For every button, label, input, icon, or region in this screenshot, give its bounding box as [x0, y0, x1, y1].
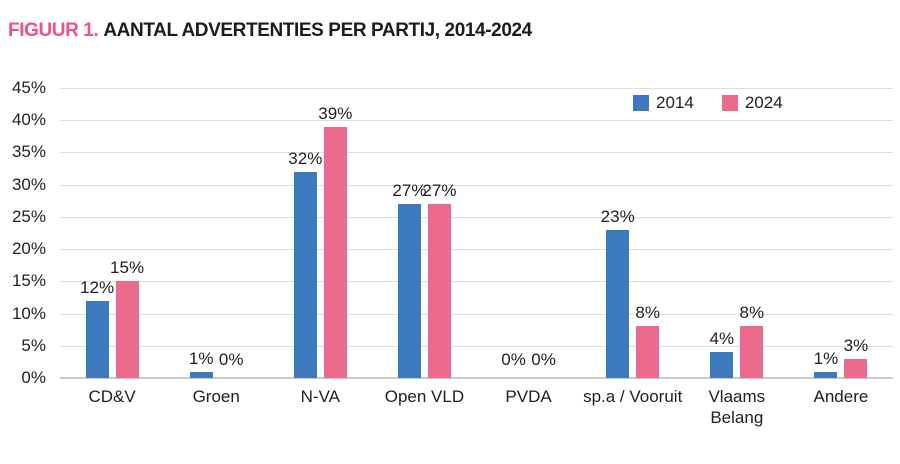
bar-2014: 27% [392, 181, 426, 378]
legend-label-2024: 2024 [744, 93, 783, 112]
legend: 2014 2024 [633, 93, 783, 113]
legend-item-2024: 2024 [721, 93, 783, 113]
y-axis: 45% 40% 35% 30% 25% 20% 15% 10% 5% 0% [0, 78, 46, 387]
bar-2014: 4% [710, 329, 734, 378]
gridline [60, 249, 893, 250]
bar-group: 12% 15% [60, 88, 164, 378]
bar-group: 32% 39% [268, 88, 372, 378]
y-tick-label: 30% [11, 174, 46, 194]
gridline [60, 185, 893, 186]
category-label: Vlaams Belang [708, 387, 766, 427]
gridline [60, 217, 893, 218]
bar-2024: 3% [844, 336, 868, 378]
bar-group: 23% 8% [581, 88, 685, 378]
bar-2014: 1% [189, 349, 213, 378]
y-tick-label: 10% [11, 303, 46, 323]
bar-2014: 23% [601, 207, 635, 378]
bar-2024: 8% [740, 303, 764, 378]
y-tick-label: 0% [21, 368, 46, 387]
x-axis-labels: CD&V Groen N-VA Open VLD PVDA sp.a / Vooruit V… [60, 386, 893, 428]
bar-value-label: 4% [709, 329, 735, 349]
bar-2024: 15% [110, 258, 144, 378]
y-tick-label: 40% [11, 110, 46, 130]
y-tick-label: 45% [11, 78, 46, 97]
legend-item-2014: 2014 [633, 93, 694, 113]
bar-2024: 27% [422, 181, 456, 378]
bar-2014: 1% [814, 349, 838, 378]
category-label: sp.a / Vooruit [583, 387, 683, 406]
bar-group: 0% 0% [477, 88, 581, 378]
category-label: PVDA [505, 387, 552, 406]
category-label: N-VA [300, 387, 340, 406]
bar-group: 27% 27% [372, 88, 476, 378]
y-tick-label: 5% [21, 335, 46, 355]
bar-value-label: 0% [531, 350, 556, 369]
category-label: Groen [192, 387, 240, 406]
bar-value-label: 8% [635, 303, 660, 323]
bar-group: 1% 0% [164, 88, 268, 378]
figure-title: FIGUUR 1. AANTAL ADVERTENTIES PER PARTIJ,… [8, 20, 532, 42]
gridline [60, 152, 893, 153]
bar-value-label: 0% [501, 350, 526, 369]
y-tick-label: 20% [11, 239, 46, 259]
category-label: Andere [813, 387, 869, 406]
bar-value-label: 1% [813, 348, 839, 368]
figure-title-text: AANTAL ADVERTENTIES PER PARTIJ, 2014-202… [103, 20, 532, 41]
gridline [60, 120, 893, 121]
bar-value-label: 39% [318, 103, 353, 123]
legend-label-2014: 2014 [656, 93, 694, 112]
y-tick-label: 35% [11, 142, 46, 162]
category-label: Open VLD [384, 387, 465, 406]
bar-value-label: 32% [288, 148, 323, 168]
figure-number: FIGUUR 1. [8, 20, 99, 41]
bar-value-label: 3% [843, 335, 869, 355]
legend-swatch-2024 [721, 95, 738, 111]
bar-value-label: 23% [600, 206, 635, 226]
bar-value-label: 27% [422, 181, 457, 200]
legend-swatch-2014 [633, 95, 649, 111]
gridline [60, 281, 893, 282]
bar-value-label: 27% [392, 181, 427, 200]
x-axis-line [60, 377, 893, 379]
bar-2014: 32% [288, 149, 322, 378]
bar-2024: 39% [318, 104, 352, 378]
gridline [60, 88, 893, 89]
bar-value-label: 8% [739, 303, 765, 323]
category-label: CD&V [88, 387, 136, 406]
gridline [60, 314, 893, 315]
y-tick-label: 15% [11, 271, 46, 291]
bar-group: 4% 8% [685, 88, 789, 378]
bar-value-label: 0% [218, 350, 244, 369]
gridline [60, 346, 893, 347]
bar-2014: 12% [80, 278, 114, 378]
bar-value-label: 1% [188, 348, 214, 368]
bar-group: 1% 3% [789, 88, 893, 378]
y-tick-label: 25% [11, 206, 46, 226]
bar-groups: 12% 15% 1% 0% 32% 39% 27% 27% 0% 0% 23% 8% 4% 8% 1% 3% [60, 88, 893, 378]
bar-2024: 8% [635, 303, 660, 378]
bar-value-label: 15% [110, 258, 145, 278]
bar-value-label: 12% [80, 277, 115, 297]
plot-area: 12% 15% 1% 0% 32% 39% 27% 27% 0% 0% 23% 8% 4% 8% 1% 3% [60, 88, 893, 379]
